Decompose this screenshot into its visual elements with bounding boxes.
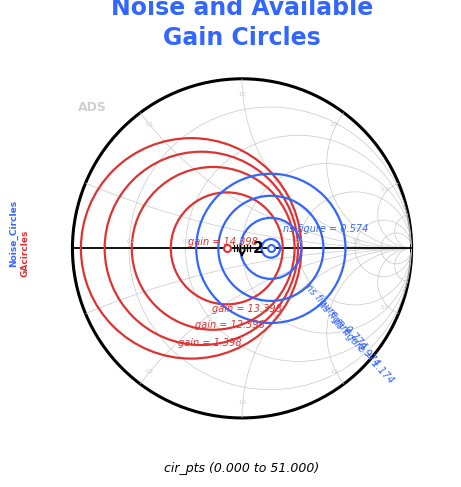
Text: 0.2: 0.2 xyxy=(126,239,135,244)
Text: gain = 14.398: gain = 14.398 xyxy=(188,237,258,246)
Circle shape xyxy=(72,79,412,418)
Text: ns figure = 0.974: ns figure = 0.974 xyxy=(316,299,382,369)
Text: ns figure = 0.574: ns figure = 0.574 xyxy=(283,224,368,234)
Text: cir_pts (0.000 to 51.000): cir_pts (0.000 to 51.000) xyxy=(165,462,319,475)
Text: 0.5: 0.5 xyxy=(146,122,154,128)
Text: GAcircles: GAcircles xyxy=(21,229,30,277)
Text: 1.0: 1.0 xyxy=(240,239,248,244)
Text: 5.0: 5.0 xyxy=(353,239,361,244)
Text: 0.5: 0.5 xyxy=(146,369,154,375)
Text: ADS: ADS xyxy=(77,101,106,114)
Text: 2: 2 xyxy=(253,241,264,256)
Text: 1.0: 1.0 xyxy=(238,92,246,96)
Text: 5.0: 5.0 xyxy=(381,305,388,310)
Text: gain = 12.398: gain = 12.398 xyxy=(195,319,265,330)
Text: 0.5: 0.5 xyxy=(183,239,191,244)
Text: gain = 13.398: gain = 13.398 xyxy=(212,304,281,315)
Text: 2.0: 2.0 xyxy=(296,239,304,244)
Text: 2.0: 2.0 xyxy=(331,369,338,375)
Text: gain = 1.398: gain = 1.398 xyxy=(177,338,241,348)
Text: 1.0: 1.0 xyxy=(238,400,246,405)
Text: 5.0: 5.0 xyxy=(381,187,388,191)
Title: Noise and Available
Gain Circles: Noise and Available Gain Circles xyxy=(111,0,373,50)
Text: Noise_Circles: Noise_Circles xyxy=(9,200,18,267)
Text: ns figure = 0.774: ns figure = 0.774 xyxy=(303,282,368,352)
Text: 2.0: 2.0 xyxy=(331,122,338,128)
Text: ns figure = 1.174: ns figure = 1.174 xyxy=(330,316,396,385)
